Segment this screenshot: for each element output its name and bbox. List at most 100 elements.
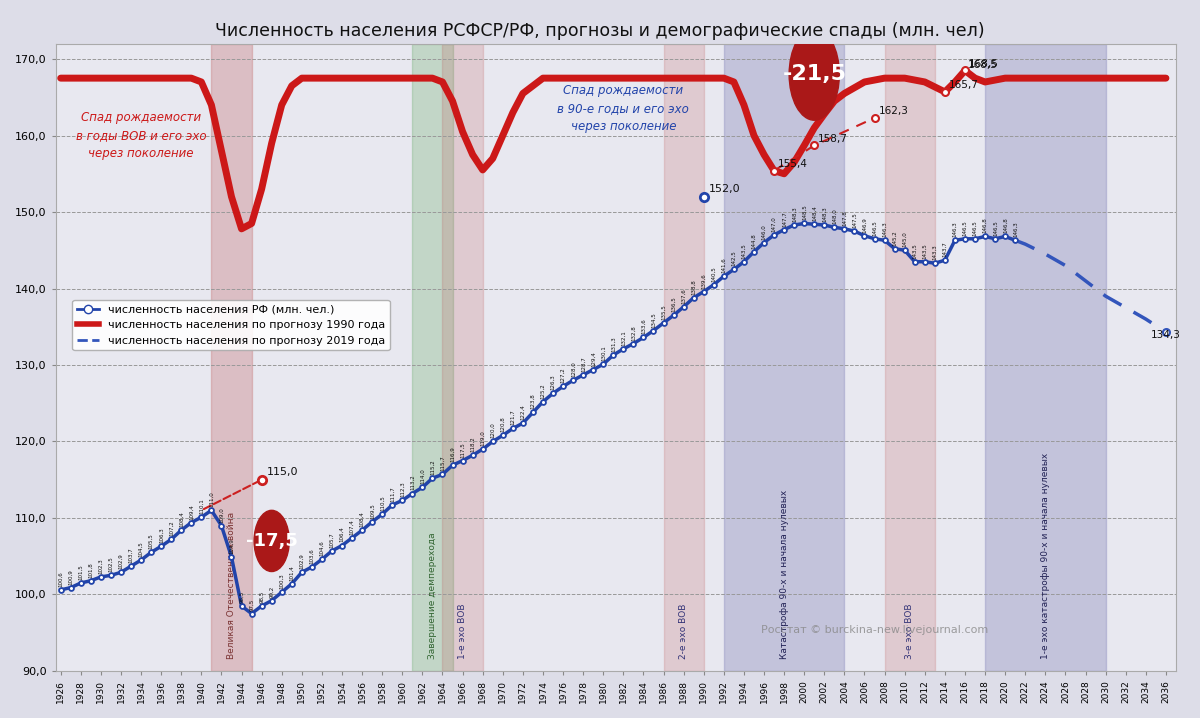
- Text: 128,7: 128,7: [581, 356, 586, 372]
- Text: 168,5: 168,5: [968, 59, 998, 69]
- Bar: [884, 44, 935, 671]
- Text: 148,0: 148,0: [832, 208, 836, 224]
- Text: 146,3: 146,3: [882, 221, 887, 237]
- Text: 97,5: 97,5: [250, 598, 254, 610]
- Text: 141,6: 141,6: [721, 258, 726, 274]
- Text: 109,0: 109,0: [218, 507, 224, 523]
- Text: 152,0: 152,0: [709, 184, 740, 194]
- Ellipse shape: [790, 29, 839, 120]
- Text: 103,7: 103,7: [128, 547, 133, 563]
- Bar: [664, 44, 703, 671]
- Text: 104,5: 104,5: [138, 541, 144, 557]
- Text: 110,5: 110,5: [379, 495, 385, 511]
- Text: 168,5: 168,5: [968, 60, 998, 70]
- Text: 131,3: 131,3: [611, 336, 616, 352]
- Text: 3-е эхо ВОВ: 3-е эхо ВОВ: [905, 604, 914, 660]
- Text: 100,3: 100,3: [280, 574, 284, 589]
- Text: 108,4: 108,4: [179, 511, 184, 527]
- Legend: численность населения РФ (млн. чел.), численность населения по прогнозу 1990 год: численность населения РФ (млн. чел.), чи…: [72, 300, 390, 350]
- Text: 115,0: 115,0: [266, 467, 298, 477]
- Text: 162,3: 162,3: [878, 106, 908, 116]
- Text: 158,7: 158,7: [818, 134, 848, 144]
- Text: 147,7: 147,7: [781, 211, 787, 227]
- Text: 120,8: 120,8: [500, 416, 505, 432]
- Text: 102,9: 102,9: [299, 554, 305, 569]
- Text: 145,2: 145,2: [892, 230, 898, 246]
- Text: 145,0: 145,0: [902, 231, 907, 247]
- Text: 98,5: 98,5: [259, 591, 264, 603]
- Text: 123,8: 123,8: [530, 393, 535, 409]
- Text: 140,5: 140,5: [712, 266, 716, 281]
- Text: 146,8: 146,8: [1003, 218, 1008, 233]
- Text: 105,7: 105,7: [330, 532, 335, 548]
- Text: 101,4: 101,4: [289, 565, 294, 581]
- Text: 100,6: 100,6: [58, 571, 64, 587]
- Text: 146,5: 146,5: [972, 220, 978, 236]
- Text: Великая Отечественная война: Великая Отечественная война: [227, 513, 236, 660]
- Text: 143,5: 143,5: [923, 243, 928, 258]
- Text: 121,7: 121,7: [510, 410, 515, 426]
- Bar: [724, 44, 845, 671]
- Text: 114,0: 114,0: [420, 469, 425, 485]
- Text: 113,2: 113,2: [410, 475, 415, 490]
- Text: Росстат © burckina-new.livejournal.com: Росстат © burckina-new.livejournal.com: [762, 625, 989, 635]
- Text: 139,6: 139,6: [701, 273, 707, 289]
- Text: 136,5: 136,5: [671, 297, 676, 312]
- Text: 148,3: 148,3: [822, 206, 827, 222]
- Text: 117,5: 117,5: [460, 442, 466, 457]
- Text: 102,3: 102,3: [98, 558, 103, 574]
- Text: 1-е эхо ВОВ: 1-е эхо ВОВ: [458, 604, 467, 660]
- Text: 137,6: 137,6: [682, 288, 686, 304]
- Text: 102,5: 102,5: [108, 556, 114, 572]
- Text: Катастрофа 90-х и начала нулевых: Катастрофа 90-х и начала нулевых: [780, 490, 788, 660]
- Text: 126,3: 126,3: [551, 375, 556, 391]
- Text: 104,6: 104,6: [319, 541, 324, 556]
- Text: 143,3: 143,3: [932, 244, 937, 260]
- Text: Спад рождаемости
в 90-е годы и его эхо
через поколение: Спад рождаемости в 90-е годы и его эхо ч…: [558, 84, 689, 134]
- Text: 148,5: 148,5: [802, 205, 806, 220]
- Text: 130,1: 130,1: [601, 345, 606, 361]
- Text: 101,5: 101,5: [78, 564, 83, 580]
- Text: 1-е эхо катастрофы 90-х и начала нулевых: 1-е эхо катастрофы 90-х и начала нулевых: [1040, 453, 1050, 660]
- Text: 147,8: 147,8: [842, 210, 847, 225]
- Text: Завершение демперехода: Завершение демперехода: [428, 533, 437, 660]
- Text: 146,3: 146,3: [953, 221, 958, 237]
- Text: 142,5: 142,5: [731, 251, 737, 266]
- Text: 115,2: 115,2: [430, 460, 434, 475]
- Text: 122,4: 122,4: [521, 404, 526, 420]
- Text: 143,5: 143,5: [742, 243, 746, 258]
- Text: 107,4: 107,4: [349, 519, 354, 535]
- Text: 128,0: 128,0: [571, 361, 576, 377]
- Text: 120,0: 120,0: [491, 423, 496, 439]
- Text: -21,5: -21,5: [782, 65, 846, 84]
- Text: 132,8: 132,8: [631, 325, 636, 340]
- Text: 2-е эхо ВОВ: 2-е эхо ВОВ: [679, 604, 688, 660]
- Text: 146,0: 146,0: [762, 224, 767, 240]
- Text: 155,4: 155,4: [778, 159, 808, 169]
- Text: 143,5: 143,5: [912, 243, 917, 258]
- Text: 146,3: 146,3: [1013, 221, 1018, 237]
- Text: 99,2: 99,2: [269, 585, 274, 597]
- Text: 104,9: 104,9: [229, 538, 234, 554]
- Text: 146,5: 146,5: [872, 220, 877, 236]
- Text: 109,5: 109,5: [370, 503, 374, 518]
- Text: 111,0: 111,0: [209, 492, 214, 508]
- Text: 146,8: 146,8: [983, 218, 988, 233]
- Text: 133,6: 133,6: [641, 319, 646, 335]
- Text: 138,8: 138,8: [691, 279, 696, 294]
- Text: 107,2: 107,2: [169, 521, 174, 536]
- Text: Спад рождаемости
в годы ВОВ и его эхо
через поколение: Спад рождаемости в годы ВОВ и его эхо че…: [76, 111, 206, 160]
- Text: 134,3: 134,3: [1151, 330, 1181, 340]
- Text: 115,7: 115,7: [440, 456, 445, 471]
- Text: 102,9: 102,9: [119, 554, 124, 569]
- Text: 147,5: 147,5: [852, 213, 857, 228]
- Text: 146,5: 146,5: [962, 220, 967, 236]
- Text: 103,6: 103,6: [310, 548, 314, 564]
- Bar: [413, 44, 452, 671]
- Text: 132,1: 132,1: [620, 330, 626, 346]
- Text: 134,5: 134,5: [650, 312, 656, 327]
- Text: 118,2: 118,2: [470, 437, 475, 452]
- Text: 106,3: 106,3: [158, 528, 163, 544]
- Text: 111,7: 111,7: [390, 486, 395, 502]
- Text: 116,9: 116,9: [450, 447, 455, 462]
